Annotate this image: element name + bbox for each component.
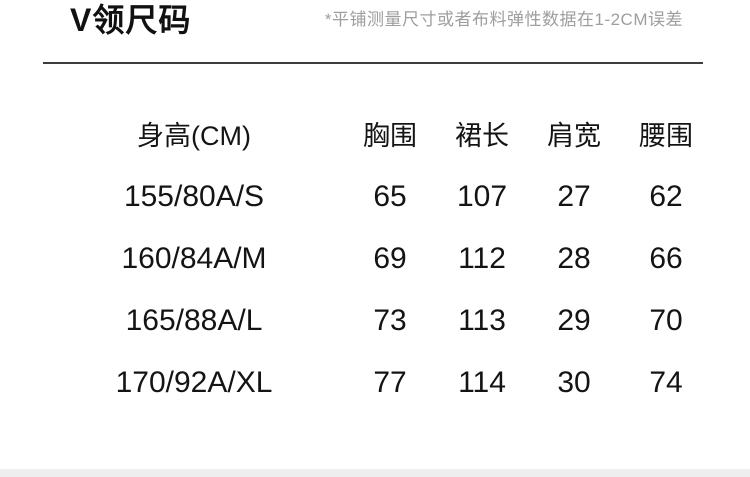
size-row: 155/80A/S 65 107 27 62 — [58, 166, 712, 228]
shoulder-value: 29 — [557, 304, 591, 337]
column-header-height: 身高(CM) — [137, 120, 251, 151]
skirt-length-value: 112 — [458, 242, 506, 275]
shoulder-value: 28 — [557, 242, 591, 275]
size-label: 155/80A/S — [123, 180, 265, 213]
divider-line — [43, 62, 703, 64]
measurement-tolerance-note: *平铺测量尺寸或者布料弹性数据在1-2CM误差 — [324, 10, 683, 29]
bust-value: 73 — [373, 304, 407, 337]
waist-value: 62 — [649, 180, 683, 213]
waist-value: 70 — [649, 304, 683, 337]
skirt-length-value: 107 — [456, 180, 508, 213]
page-title: V领尺码 — [70, 2, 192, 38]
bust-value: 65 — [373, 180, 407, 213]
column-header-waist: 腰围 — [639, 120, 693, 151]
size-table: 身高(CM) 胸围 裙长 肩宽 腰围 155/80A/S 65 107 27 6… — [58, 100, 712, 414]
shoulder-value: 27 — [557, 180, 591, 213]
waist-value: 74 — [649, 366, 683, 399]
section-divider-bar — [0, 469, 750, 477]
skirt-length-value: 113 — [458, 304, 506, 337]
shoulder-value: 30 — [557, 366, 591, 399]
column-header-shoulder: 肩宽 — [547, 120, 601, 151]
column-header-bust: 胸围 — [363, 120, 417, 151]
size-label: 160/84A/M — [121, 242, 267, 275]
bust-value: 77 — [373, 366, 407, 399]
waist-value: 66 — [649, 242, 683, 275]
size-label: 170/92A/XL — [115, 366, 273, 399]
size-label: 165/88A/L — [125, 304, 263, 337]
size-row: 165/88A/L 73 113 29 70 — [58, 290, 712, 352]
bust-value: 69 — [373, 242, 407, 275]
skirt-length-value: 114 — [458, 366, 506, 399]
size-table-header-row: 身高(CM) 胸围 裙长 肩宽 腰围 — [58, 100, 712, 166]
size-row: 160/84A/M 69 112 28 66 — [58, 228, 712, 290]
column-header-skirt-length: 裙长 — [455, 120, 509, 151]
size-row: 170/92A/XL 77 114 30 74 — [58, 352, 712, 414]
